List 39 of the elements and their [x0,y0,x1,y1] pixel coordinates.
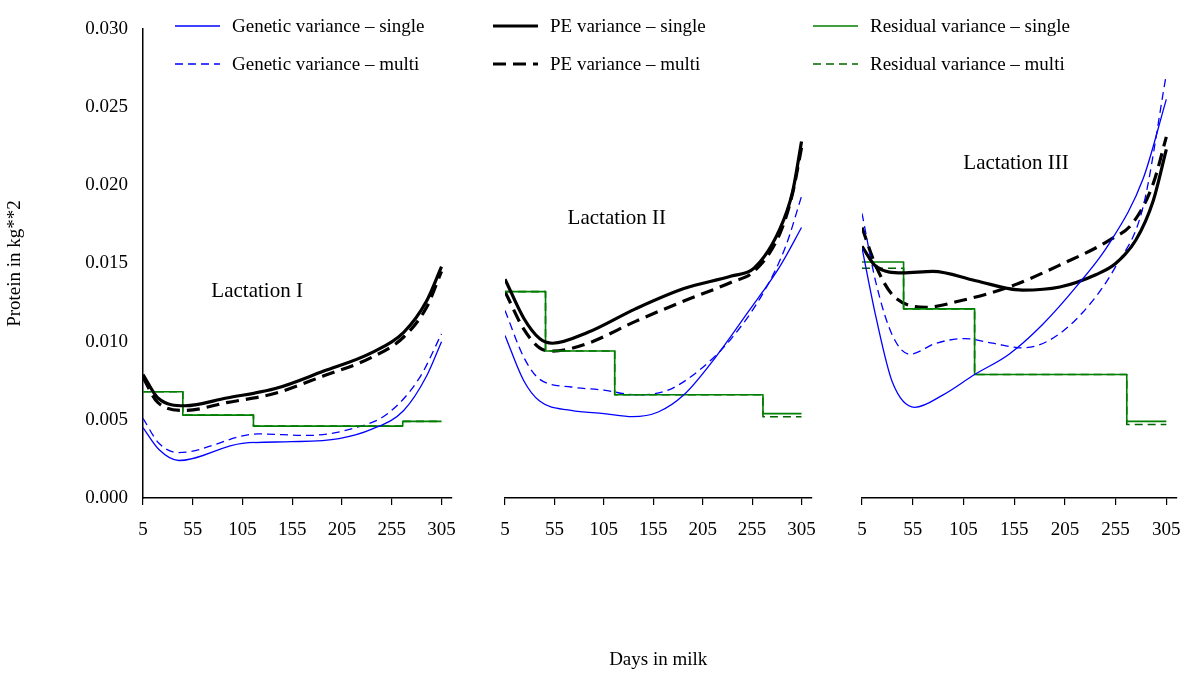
annotation: Lactation III [963,150,1069,175]
y-tick-label: 0.000 [85,485,128,507]
y-tick-label: 0.025 [85,95,128,117]
legend-label: Genetic variance – multi [232,53,420,75]
x-tick-label: 5 [138,518,148,540]
y-tick-label: 0.010 [85,329,128,351]
x-tick-label: 255 [377,518,407,540]
x-tick-label: 205 [688,518,717,540]
x-tick-label: 205 [1050,518,1080,540]
x-tick-label: 105 [589,518,619,540]
y-tick-label: 0.015 [85,251,128,273]
y-tick-label: 0.020 [85,173,128,195]
legend-label: PE variance – multi [550,53,701,75]
x-tick-label: 305 [1152,518,1181,540]
x-tick-label: 55 [544,518,564,540]
legend-label: Genetic variance – single [232,15,425,37]
y-tick-label: 0.005 [85,407,128,429]
x-tick-label: 55 [903,518,923,540]
legend-label: PE variance – single [550,15,706,37]
x-tick-label: 255 [737,518,767,540]
y-tick-label: 0.030 [85,16,128,38]
x-axis-title: Days in milk [609,647,708,669]
x-tick-label: 5 [500,518,510,540]
x-tick-label: 155 [999,518,1029,540]
x-tick-label: 255 [1101,518,1130,540]
x-tick-label: 305 [787,518,816,540]
annotation: Lactation II [567,204,667,229]
x-tick-label: 155 [639,518,668,540]
x-tick-label: 205 [327,518,357,540]
x-tick-label: 105 [228,518,257,540]
x-tick-label: 105 [949,518,978,540]
y-axis-title: Protein in kg**2 [3,200,25,327]
legend-label: Residual variance – multi [870,53,1065,75]
x-tick-label: 155 [278,518,307,540]
legend-label: Residual variance – single [870,15,1070,37]
x-tick-label: 305 [427,518,456,540]
x-tick-label: 5 [857,518,867,540]
x-tick-label: 55 [183,518,203,540]
annotation: Lactation I [211,278,303,303]
